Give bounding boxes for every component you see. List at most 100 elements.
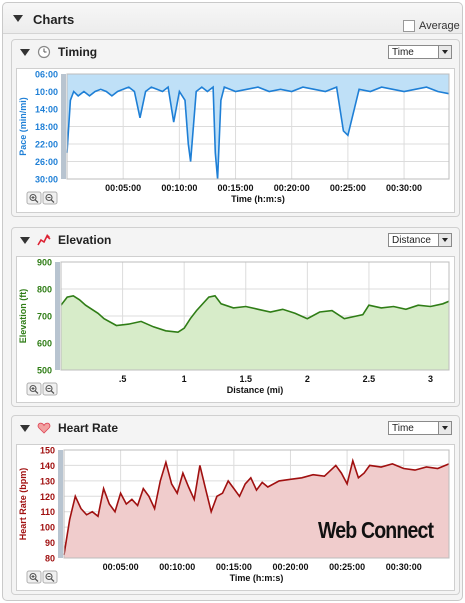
timing-collapse-arrow-icon[interactable] (20, 49, 30, 56)
elevation-chart-box: 900 800 700 600 500 .5 1 1.5 2 2.5 3 Distance (mi) E… (16, 256, 455, 403)
heart-rate-title: Heart Rate (58, 421, 119, 435)
timing-y-tick: 30:00 (35, 175, 58, 185)
zoom-in-icon[interactable] (26, 570, 42, 584)
timing-section: Timing Time 06:00 10:00 14:00 18:00 22:00 26:… (11, 39, 460, 217)
heart-rate-y-tick: 110 (40, 507, 55, 517)
heart-rate-scroll-handle (58, 450, 63, 558)
elevation-x-tick: 1.5 (240, 374, 253, 384)
timing-scroll-handle (61, 74, 66, 179)
heart-rate-xaxis-select[interactable]: Time (388, 421, 452, 435)
elevation-select-value: Distance (392, 235, 431, 246)
timing-select-value: Time (392, 47, 414, 58)
timing-series-line (66, 85, 450, 180)
zoom-out-icon-handle (50, 199, 55, 203)
heart-rate-x-tick: 00:20:00 (272, 562, 308, 572)
timing-chart-box: 06:00 10:00 14:00 18:00 22:00 26:00 30:00 00:05… (16, 68, 455, 213)
heart-rate-x-tick: 00:15:00 (216, 562, 252, 572)
heart-rate-plot-area (63, 449, 450, 559)
heart-rate-x-tick: 00:30:00 (386, 562, 422, 572)
timing-x-tick: 00:20:00 (274, 183, 310, 193)
elevation-collapse-arrow-icon[interactable] (20, 237, 30, 244)
zoom-in-icon-lens (29, 193, 37, 202)
heart-rate-chart[interactable]: 150 140 130 120 110 100 90 80 00:05:00 00:10:00 00… (17, 445, 454, 590)
elevation-series-area (61, 295, 449, 370)
web-connect-watermark: Web Connect (318, 517, 434, 543)
heart-rate-y-axis-title: Heart Rate (bpm) (18, 468, 28, 541)
elevation-series-line (60, 294, 450, 334)
timing-y-tick: 26:00 (35, 157, 58, 167)
timing-y-tick: 18:00 (35, 122, 58, 132)
heart-rate-x-tick: 00:25:00 (329, 562, 365, 572)
heart-rate-series-line (63, 457, 450, 556)
elevation-y-tick: 800 (37, 285, 52, 295)
timing-xaxis-select[interactable]: Time (388, 45, 452, 59)
timing-plot-area (66, 73, 450, 180)
heart-rate-section: Heart Rate Time 150 140 130 120 110 100 90 80 00… (11, 415, 460, 595)
heart-rate-y-tick: 150 (40, 446, 55, 456)
timing-y-tick: 06:00 (35, 70, 58, 80)
zoom-in-icon-handle (34, 390, 39, 394)
heart-rate-y-tick: 130 (40, 476, 55, 486)
zoom-in-icon-handle (34, 199, 39, 203)
elevation-y-tick: 700 (37, 312, 52, 322)
timing-y-tick: 10:00 (35, 87, 58, 97)
elevation-plot-area (60, 261, 450, 371)
zoom-out-icon[interactable] (42, 382, 58, 396)
dropdown-arrow-icon[interactable] (438, 234, 451, 246)
zoom-out-icon[interactable] (42, 570, 58, 584)
timing-series-area (67, 74, 449, 179)
timing-chart[interactable]: 06:00 10:00 14:00 18:00 22:00 26:00 30:00 00:05… (17, 69, 454, 212)
heart-rate-select-value: Time (392, 423, 414, 434)
elevation-xaxis-select[interactable]: Distance (388, 233, 452, 247)
zoom-out-icon-handle (50, 578, 55, 582)
clock-icon (37, 45, 51, 59)
elevation-y-axis-title: Elevation (ft) (18, 289, 28, 344)
average-label: Average (419, 20, 460, 32)
heart-rate-chart-box: 150 140 130 120 110 100 90 80 00:05:00 00:10:00 00… (16, 444, 455, 591)
zoom-out-icon-lens (45, 384, 53, 393)
zoom-out-icon[interactable] (42, 191, 58, 205)
heart-rate-collapse-arrow-icon[interactable] (20, 425, 30, 432)
timing-title: Timing (58, 45, 98, 59)
timing-x-tick: 00:25:00 (330, 183, 366, 193)
average-checkbox[interactable] (403, 20, 415, 32)
heart-rate-x-axis-title: Time (h:m:s) (230, 573, 284, 583)
zoom-in-icon[interactable] (26, 191, 42, 205)
dropdown-arrow-icon[interactable] (438, 46, 451, 58)
zoom-in-icon[interactable] (26, 382, 42, 396)
elevation-x-tick: 3 (428, 374, 433, 384)
timing-y-tick: 22:00 (35, 140, 58, 150)
timing-x-tick: 00:30:00 (386, 183, 422, 193)
collapse-arrow-icon[interactable] (13, 15, 23, 22)
charts-header: Charts Average (3, 3, 462, 34)
timing-y-axis-title: Pace (min/mi) (18, 97, 28, 156)
heart-rate-y-tick: 80 (45, 554, 55, 564)
elevation-chart[interactable]: 900 800 700 600 500 .5 1 1.5 2 2.5 3 Distance (mi) E… (17, 257, 454, 402)
heart-rate-y-tick: 120 (40, 492, 55, 502)
timing-x-tick: 00:15:00 (218, 183, 254, 193)
heart-rate-y-tick: 140 (40, 461, 55, 471)
heart-rate-x-tick: 00:10:00 (159, 562, 195, 572)
heart-rate-y-tick: 90 (45, 538, 55, 548)
timing-header: Timing Time (12, 40, 459, 64)
dropdown-arrow-icon[interactable] (438, 422, 451, 434)
timing-x-tick: 00:10:00 (161, 183, 197, 193)
elevation-icon (37, 234, 51, 246)
elevation-x-tick: 1 (182, 374, 187, 384)
timing-x-tick: 00:05:00 (105, 183, 141, 193)
elevation-x-axis-title: Distance (mi) (227, 385, 284, 395)
elevation-section: Elevation Distance 900 800 700 600 500 .5 1 1.5… (11, 227, 460, 407)
elevation-y-tick: 600 (37, 339, 52, 349)
zoom-out-icon-handle (50, 390, 55, 394)
zoom-in-icon-handle (34, 578, 39, 582)
elevation-x-tick: 2 (305, 374, 310, 384)
heart-icon (37, 422, 51, 434)
elevation-header: Elevation Distance (12, 228, 459, 252)
elevation-x-tick: 2.5 (363, 374, 376, 384)
heart-rate-x-tick: 00:05:00 (103, 562, 139, 572)
zoom-in-icon-lens (29, 384, 37, 393)
elevation-title: Elevation (58, 233, 112, 247)
zoom-in-icon-lens (29, 572, 37, 581)
zoom-out-icon-lens (45, 193, 53, 202)
